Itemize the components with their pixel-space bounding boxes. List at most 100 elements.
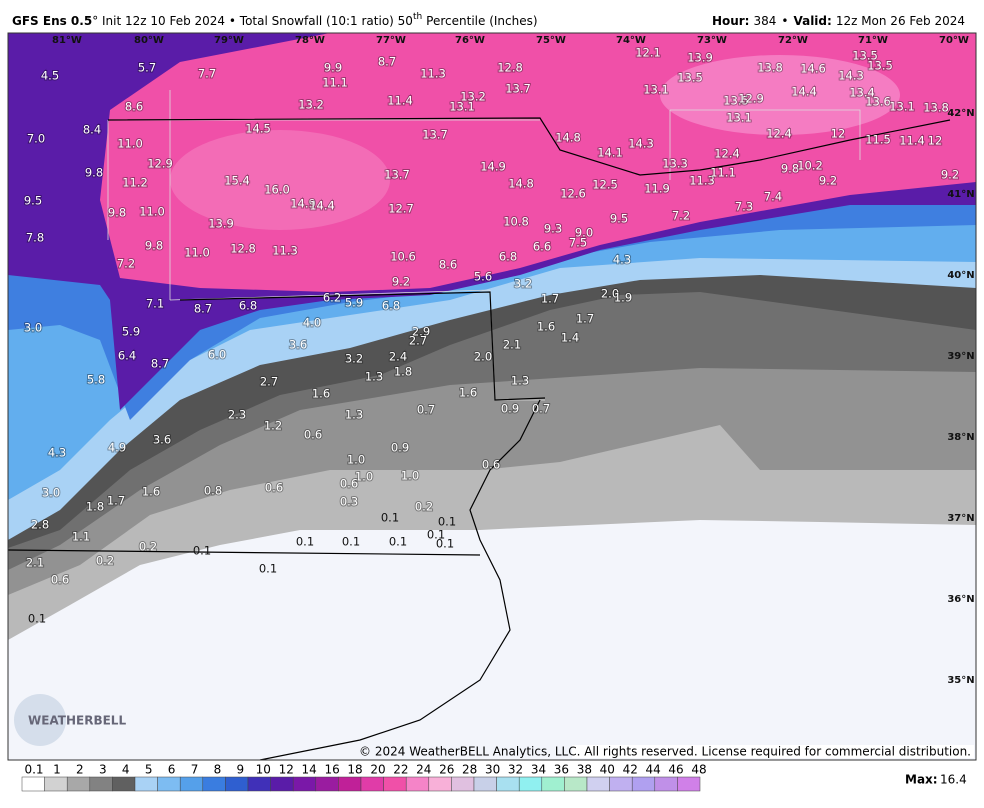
value-label: 11.3 (272, 244, 298, 258)
value-label: 14.4 (309, 199, 335, 213)
logo-mark (14, 694, 66, 746)
value-label: 7.4 (764, 190, 782, 204)
colorbar-label: 0.1 (24, 763, 43, 777)
colorbar-label: 26 (439, 763, 454, 777)
latitude-label: 38°N (947, 432, 974, 443)
colorbar-swatch (451, 776, 475, 792)
valid-label: Valid: (793, 14, 831, 28)
value-label: 6.8 (382, 299, 400, 313)
value-label: 0.1 (427, 528, 445, 542)
value-label: 13.5 (677, 71, 703, 85)
value-label: 5.8 (87, 373, 105, 387)
value-label: 7.2 (117, 257, 135, 271)
colorbar-swatch (247, 776, 271, 792)
colorbar-swatch (586, 776, 610, 792)
colorbar-label: 12 (279, 763, 294, 777)
colorbar-swatch (157, 776, 181, 792)
value-label: 12.9 (147, 157, 173, 171)
colorbar-label: 42 (623, 763, 638, 777)
value-label: 10.8 (503, 215, 529, 229)
value-label: 11.2 (122, 176, 148, 190)
value-label: 13.1 (726, 111, 752, 125)
hour-label: Hour: (712, 14, 750, 28)
value-label: 7.1 (146, 297, 164, 311)
value-label: 3.6 (153, 433, 171, 447)
colorbar-swatch (654, 776, 678, 792)
value-label: 5.7 (138, 61, 156, 75)
colorbar: 0.1 1 2 3 4 5 6 7 8 9 10 12 14 16 18 20 22 24 26 28 30 32 34 36… (21, 763, 707, 792)
value-label: 0.1 (296, 535, 314, 549)
value-label: 13.5 (867, 59, 893, 73)
value-label: 6.8 (499, 250, 517, 264)
colorbar-swatch (315, 776, 339, 792)
map-frame (7, 32, 977, 761)
colorbar-label: 18 (347, 763, 362, 777)
value-label: 12.9 (738, 92, 764, 106)
value-label: 13.2 (460, 90, 486, 104)
value-label: 12.5 (592, 178, 618, 192)
value-label: 1.3 (345, 408, 363, 422)
value-label: 9.0 (575, 226, 593, 240)
colorbar-label: 34 (531, 763, 546, 777)
value-label: 9.8 (145, 239, 163, 253)
value-label: 9.9 (324, 61, 342, 75)
value-label: 13.8 (757, 61, 783, 75)
longitude-label: 70°W (939, 35, 969, 46)
value-label: 1.0 (355, 470, 373, 484)
colorbar-swatch (631, 776, 656, 792)
value-label: 2.7 (260, 375, 278, 389)
longitude-label: 76°W (455, 35, 485, 46)
value-label: 6.8 (239, 299, 257, 313)
longitude-label: 78°W (295, 35, 325, 46)
value-label: 9.5 (610, 212, 628, 226)
value-label: 5.6 (474, 270, 492, 284)
value-label: 0.2 (415, 500, 433, 514)
value-label: 11.1 (322, 76, 348, 90)
colorbar-swatch (112, 776, 136, 792)
value-label: 2.8 (31, 518, 49, 532)
value-label: 6.6 (533, 240, 551, 254)
colorbar-label: 36 (554, 763, 569, 777)
value-label: 9.5 (24, 194, 42, 208)
value-label: 8.7 (194, 302, 212, 316)
value-label: 2.4 (389, 350, 407, 364)
longitude-label: 73°W (697, 35, 727, 46)
value-label: 12.8 (230, 242, 256, 256)
colorbar-swatch (360, 776, 384, 792)
colorbar-swatch (338, 776, 362, 792)
longitude-label: 79°W (214, 35, 244, 46)
colorbar-label: 9 (237, 763, 245, 777)
colorbar-swatch (473, 776, 497, 792)
copyright-bg (572, 745, 974, 758)
value-label: 12.1 (635, 46, 661, 60)
value-label: 1.8 (86, 500, 104, 514)
colorbar-label: 6 (168, 763, 176, 777)
latitude-label: 35°N (947, 675, 974, 686)
value-label: 8.7 (151, 357, 169, 371)
value-label: 14.4 (791, 85, 817, 99)
valid-info: Hour: 384 • Valid: 12z Mon 26 Feb 2024 (712, 14, 965, 28)
value-label: 13.7 (384, 168, 410, 182)
value-label: 1.6 (312, 387, 330, 401)
colorbar-swatch (609, 776, 633, 792)
value-label: 13.9 (208, 217, 234, 231)
colorbar-label: 16 (324, 763, 339, 777)
value-label: 7.0 (27, 132, 45, 146)
value-label: 4.9 (108, 441, 126, 455)
colorbar-label: 1 (53, 763, 61, 777)
value-label: 14.9 (480, 160, 506, 174)
value-label: 11.3 (420, 67, 446, 81)
value-label: 10.2 (797, 159, 823, 173)
colorbar-swatch (677, 776, 701, 792)
value-label: 14.8 (555, 131, 581, 145)
max-label: Max: (905, 773, 938, 787)
value-label: 13.1 (889, 100, 915, 114)
value-label: 9.2 (392, 275, 410, 289)
value-label: 14.8 (508, 177, 534, 191)
longitude-label: 71°W (858, 35, 888, 46)
copyright: © 2024 WeatherBELL Analytics, LLC. All r… (359, 745, 971, 759)
value-label: 9.2 (819, 174, 837, 188)
value-label: 0.9 (391, 441, 409, 455)
value-label: 0.1 (342, 535, 360, 549)
valid: 12z Mon 26 Feb 2024 (836, 14, 965, 28)
